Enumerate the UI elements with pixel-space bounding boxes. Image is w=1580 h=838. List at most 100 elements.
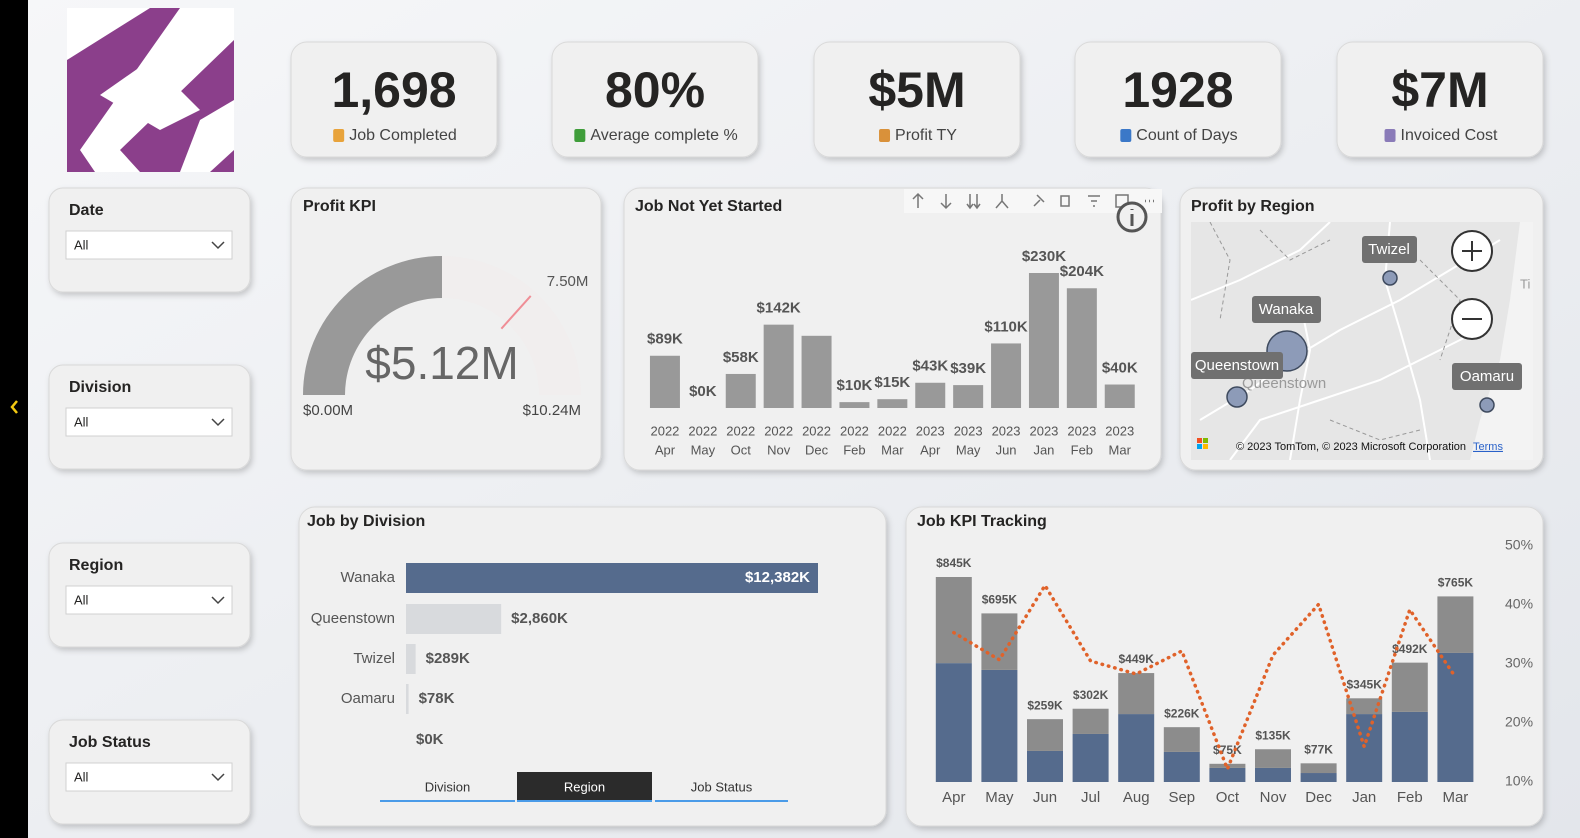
logo-shape [100,60,200,130]
bubble[interactable] [1479,397,1495,413]
slicer-dropdown[interactable] [65,230,233,260]
bar[interactable] [1104,384,1135,408]
kpi-card [551,41,759,158]
bar[interactable] [801,335,832,408]
bar-segment[interactable] [1072,733,1109,782]
bar[interactable] [953,385,984,408]
bar[interactable] [839,402,870,408]
bar-segment[interactable] [1027,719,1063,751]
toolbar-icon[interactable] [995,194,1009,209]
expand-arrow[interactable] [10,400,18,414]
data-label: $10K [837,377,873,394]
gauge-value-label: $5.12M [365,337,518,389]
data-label: $89K [647,331,683,348]
toolbar-icon[interactable] [1088,195,1100,207]
bar[interactable] [406,644,416,674]
x-tick-label: 2022 [688,423,717,438]
x-tick-label: 2023 [1067,423,1096,438]
bar-segment[interactable] [1437,596,1474,653]
slicer-dropdown[interactable] [65,585,233,615]
bar[interactable] [725,373,756,408]
place-label: Twizel [1368,241,1410,258]
slicer-title: Job Status [69,734,151,751]
toolbar-icon[interactable] [912,192,924,208]
gauge-target-label: 7.50M [547,273,589,290]
bar[interactable] [1028,273,1059,408]
total-label: $765K [1438,576,1474,590]
x-tick-label: 2022 [764,423,793,438]
data-label: $0K [416,731,444,748]
logo-shape [180,100,234,172]
slicer-dropdown[interactable] [65,407,233,437]
visual-toolbar [904,189,1162,233]
slicer-dropdown[interactable] [65,762,233,792]
tab[interactable] [380,772,515,802]
x-tick-label: Oct [731,442,752,457]
bar-segment[interactable] [1027,750,1063,782]
kpi-icon [1384,129,1396,142]
x-tick-label: Feb [1071,442,1093,457]
bar-segment[interactable] [1300,773,1337,782]
total-label: $695K [982,593,1018,607]
kpi-icon [574,129,586,142]
chart-title: Job KPI Tracking [917,513,1047,530]
bar-segment[interactable] [1255,749,1291,768]
bar[interactable] [406,604,502,634]
tab[interactable] [655,772,788,802]
ms-logo [1203,438,1208,443]
bar[interactable] [877,399,908,408]
toolbar-icon[interactable] [940,194,952,210]
bar[interactable] [406,684,409,714]
bar-segment[interactable] [1255,767,1291,782]
tab-label: Region [564,779,605,794]
bar[interactable] [763,324,794,408]
bar-segment[interactable] [1346,698,1383,715]
place-label-bg [1452,363,1522,390]
toolbar-icon[interactable] [1060,195,1070,207]
data-label: $78K [419,690,455,707]
bar-segment[interactable] [1437,652,1474,782]
bar-segment[interactable] [1346,714,1383,782]
tab-selected[interactable] [517,772,652,802]
bar-segment[interactable] [1118,714,1155,782]
bubble[interactable] [1382,270,1398,286]
kpi-value: $7M [1391,62,1488,118]
x-tick-label: Mar [1109,442,1132,457]
bar[interactable] [1066,288,1097,408]
bar[interactable] [991,343,1022,408]
bar-segment[interactable] [935,577,972,664]
bar[interactable] [406,563,818,593]
bar-segment[interactable] [935,663,972,782]
x-tick-label: 2023 [954,423,983,438]
x-tick-label: Jul [1081,789,1100,806]
x-tick-label: Oct [1216,789,1240,806]
ms-logo [1197,438,1202,443]
map: Queenstown Ti Twizel Wanaka Queenstown O… [1191,222,1533,460]
bar-segment[interactable] [1163,727,1200,752]
data-label: $289K [426,650,470,667]
bubble[interactable] [1226,386,1248,408]
bar-segment[interactable] [1072,708,1109,734]
bar-segment[interactable] [1391,662,1428,712]
gauge-value [303,256,442,395]
data-label: $2,860K [511,610,568,627]
x-tick-label: Nov [767,442,791,457]
bar-segment[interactable] [981,669,1018,782]
map-terms[interactable]: Terms [1473,441,1503,453]
x-tick-label: Jun [996,442,1017,457]
bar-segment[interactable] [1209,767,1246,782]
bar[interactable] [649,355,680,408]
bar-segment[interactable] [1163,751,1200,782]
bar-segment[interactable] [1118,673,1155,715]
kpi-label: Job Completed [349,127,457,144]
road [1191,222,1501,460]
sea [1470,222,1533,460]
bar[interactable] [915,382,946,408]
bar-segment[interactable] [981,613,1018,670]
toolbar-icon[interactable] [1033,194,1045,207]
bar-segment[interactable] [1300,763,1337,774]
x-tick-label: Dec [805,442,829,457]
bar-segment[interactable] [1391,711,1428,782]
toolbar-icon[interactable] [966,194,981,210]
total-label: $302K [1073,688,1109,702]
